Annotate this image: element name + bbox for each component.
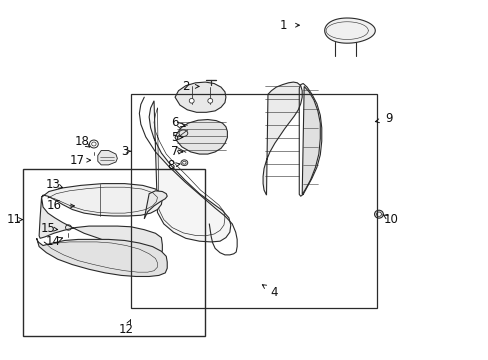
- Polygon shape: [302, 86, 320, 194]
- Text: 2: 2: [182, 80, 189, 93]
- Text: 12: 12: [119, 323, 133, 336]
- Text: 8: 8: [167, 159, 175, 172]
- Ellipse shape: [207, 99, 212, 103]
- Text: 13: 13: [45, 178, 60, 191]
- Text: 15: 15: [41, 222, 55, 235]
- Polygon shape: [144, 191, 167, 219]
- Polygon shape: [175, 120, 227, 154]
- Polygon shape: [37, 238, 167, 276]
- Bar: [23, 169, 205, 336]
- Polygon shape: [263, 82, 302, 195]
- Ellipse shape: [182, 161, 185, 164]
- Text: 17: 17: [70, 154, 84, 167]
- Polygon shape: [39, 197, 162, 256]
- Ellipse shape: [189, 99, 194, 103]
- Text: 11: 11: [6, 213, 21, 226]
- Text: 7: 7: [171, 145, 179, 158]
- Bar: [131, 94, 376, 308]
- Text: 9: 9: [384, 112, 392, 125]
- Text: 1: 1: [279, 19, 287, 32]
- Text: 16: 16: [46, 199, 61, 212]
- Ellipse shape: [374, 210, 383, 218]
- Polygon shape: [175, 82, 225, 112]
- Polygon shape: [41, 184, 162, 216]
- Text: 6: 6: [171, 116, 179, 129]
- Ellipse shape: [376, 212, 381, 216]
- Text: 5: 5: [171, 131, 179, 144]
- Ellipse shape: [181, 160, 187, 166]
- Polygon shape: [149, 101, 230, 242]
- Text: 3: 3: [121, 145, 128, 158]
- Text: 4: 4: [269, 286, 277, 299]
- Text: 14: 14: [45, 235, 60, 248]
- Polygon shape: [324, 18, 375, 43]
- Text: 10: 10: [383, 213, 398, 226]
- Polygon shape: [98, 150, 117, 165]
- Text: 18: 18: [75, 135, 89, 148]
